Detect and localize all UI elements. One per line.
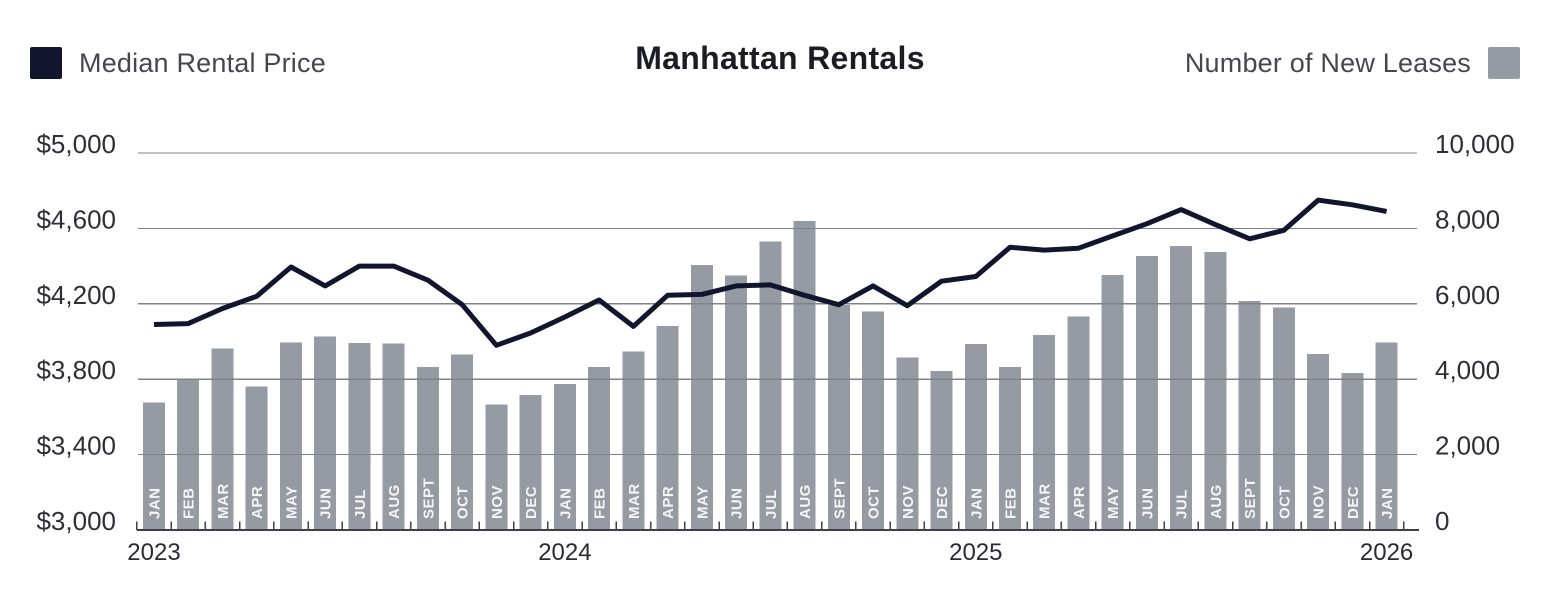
month-label: OCT [1276, 486, 1293, 519]
page-title: Manhattan Rentals [635, 40, 925, 76]
month-label: JAN [1379, 487, 1396, 519]
month-label: DEC [934, 486, 951, 519]
month-label: SEPT [1242, 478, 1259, 519]
lease-bar [622, 351, 645, 530]
lease-bar [245, 386, 268, 530]
month-label: AUG [1208, 484, 1225, 519]
month-label: JAN [557, 487, 574, 519]
month-label: MAY [1105, 486, 1122, 519]
lease-bar [930, 370, 953, 530]
left-axis-label: $3,000 [36, 506, 116, 536]
month-label: DEC [523, 486, 540, 519]
month-label: SEPT [831, 478, 848, 519]
month-label: OCT [866, 486, 883, 519]
month-label: SEPT [420, 478, 437, 519]
month-label: APR [249, 486, 266, 519]
month-label: NOV [489, 485, 506, 519]
month-label: DEC [1345, 486, 1362, 519]
month-label: AUG [386, 484, 403, 519]
lease-bar [1067, 316, 1090, 530]
month-label: FEB [592, 488, 609, 520]
lease-bar [1375, 342, 1398, 530]
right-axis-label: 10,000 [1435, 129, 1515, 159]
lease-bar [280, 342, 302, 530]
lease-bar [485, 404, 508, 530]
new-leases-swatch-icon [1488, 47, 1520, 79]
month-label: JUL [352, 489, 369, 519]
lease-bar [862, 311, 884, 530]
month-label: JUN [318, 487, 335, 519]
median-price-line [153, 197, 1388, 348]
lease-bar [1170, 246, 1193, 530]
month-label: JUL [763, 489, 780, 519]
lease-bar [656, 326, 679, 530]
lease-bar [896, 357, 919, 530]
lease-bar [553, 384, 576, 530]
lease-bar [759, 241, 782, 530]
lease-bar [143, 402, 165, 530]
year-label: 2024 [538, 539, 591, 566]
left-axis-label: $4,200 [36, 280, 116, 310]
month-label: JUN [1139, 487, 1156, 519]
month-label: JUL [1174, 489, 1191, 519]
lease-bar [519, 395, 542, 530]
month-label: APR [1071, 486, 1088, 519]
month-label: MAY [694, 486, 711, 519]
lease-bar [827, 304, 850, 530]
lease-bar [1272, 307, 1295, 530]
lease-bar [1341, 372, 1364, 530]
month-label: NOV [900, 485, 917, 519]
lease-bar [348, 343, 371, 530]
lease-bar [588, 367, 611, 530]
right-axis-label: 4,000 [1435, 355, 1500, 385]
right-axis-label: 8,000 [1435, 204, 1500, 234]
lease-bar [999, 367, 1021, 530]
month-label: AUG [797, 484, 814, 519]
legend-median-rental-price: Median Rental Price [30, 47, 326, 79]
lease-bar [1033, 335, 1056, 530]
month-label: OCT [455, 486, 472, 519]
month-label: MAR [626, 483, 643, 519]
lease-bar [211, 348, 234, 530]
median-price-swatch-icon [30, 47, 62, 79]
left-axis-label: $4,600 [36, 204, 116, 234]
lease-bar [1204, 251, 1227, 531]
month-label: FEB [1003, 488, 1020, 520]
left-axis-label: $3,400 [36, 431, 116, 461]
lease-bar [451, 354, 474, 530]
lease-bar [382, 343, 405, 530]
month-label: MAY [283, 486, 300, 519]
legend-median-label: Median Rental Price [79, 47, 326, 78]
month-label: JAN [968, 487, 985, 519]
lease-bar [1238, 301, 1261, 530]
month-label: JAN [147, 487, 164, 519]
year-label: 2026 [1360, 539, 1413, 566]
lease-bar [725, 275, 748, 530]
lease-bar [793, 220, 816, 530]
lease-bar [1136, 255, 1158, 530]
left-axis-label: $5,000 [36, 129, 116, 159]
month-label: NOV [1311, 485, 1328, 519]
lease-bar [1307, 353, 1330, 530]
lease-bar [416, 366, 439, 530]
right-axis-label: 0 [1435, 506, 1449, 536]
left-axis-label: $3,800 [36, 355, 116, 385]
legend-leases-label: Number of New Leases [1184, 47, 1471, 78]
year-label: 2023 [127, 539, 180, 566]
right-axis-label: 2,000 [1435, 431, 1500, 461]
lease-bar [314, 336, 337, 530]
month-label: FEB [181, 488, 198, 520]
month-label: MAR [215, 483, 232, 519]
lease-bar [964, 344, 987, 530]
year-label: 2025 [949, 539, 1002, 566]
lease-bar [690, 265, 713, 530]
lease-bar [1101, 274, 1124, 530]
legend-new-leases: Number of New Leases [1185, 47, 1520, 79]
right-axis-label: 6,000 [1435, 280, 1500, 310]
month-label: JUN [729, 487, 746, 519]
month-label: APR [660, 486, 677, 519]
month-label: MAR [1037, 483, 1054, 519]
